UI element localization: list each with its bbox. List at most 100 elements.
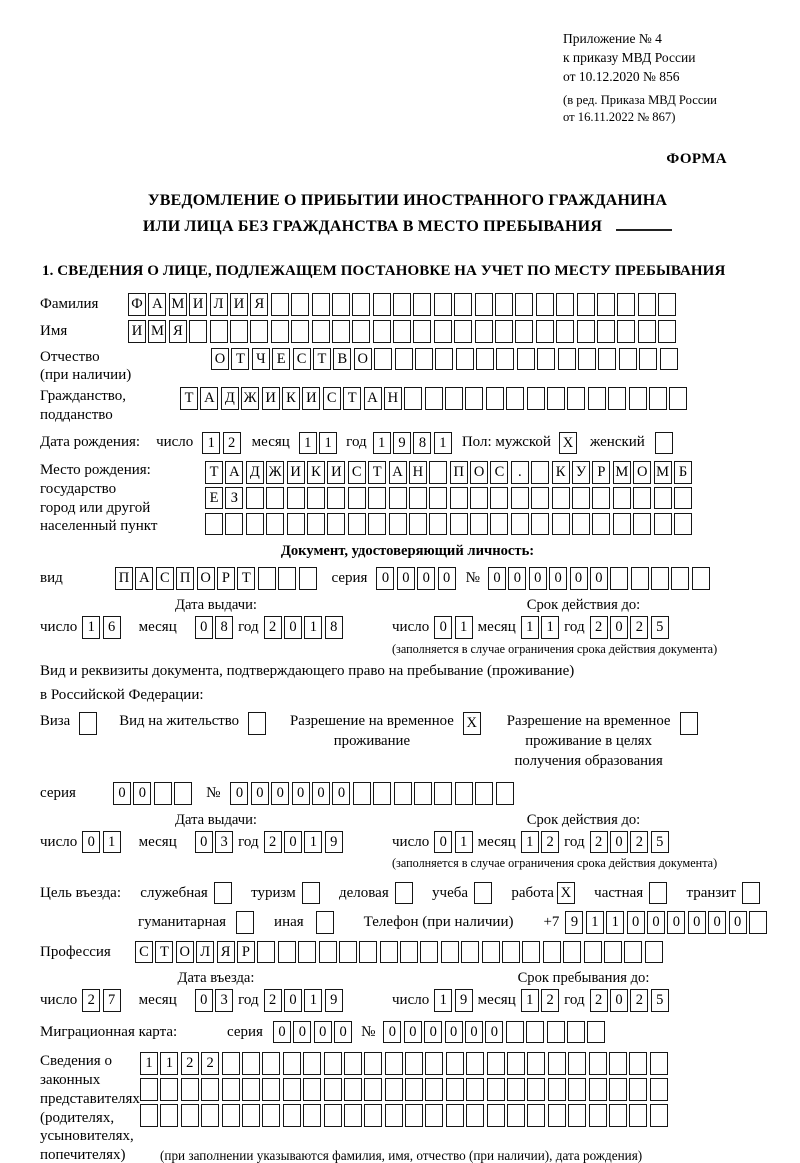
purpose-other-checkbox[interactable] <box>315 911 334 934</box>
section1-title: 1. СВЕДЕНИЯ О ЛИЦЕ, ПОДЛЕЖАЩЕМ ПОСТАНОВК… <box>42 262 726 279</box>
temp-permit-checkbox[interactable]: X <box>462 712 481 735</box>
order-reference-line: от 10.12.2020 № 856 <box>563 68 680 84</box>
purpose-option-other-label: иная <box>274 914 304 931</box>
year-label: год <box>238 618 259 635</box>
entry-purpose-row: Цель въезда: служебная туризм деловая уч… <box>40 881 760 905</box>
order-revision-line: (в ред. Приказа МВД России <box>563 92 717 107</box>
birthplace-field-row3[interactable] <box>205 512 692 536</box>
temp-permit-edu-checkbox[interactable] <box>679 712 698 735</box>
visa-label: Виза <box>40 713 71 730</box>
purpose-option-tourism: туризм <box>251 881 320 905</box>
sex-female-checkbox[interactable] <box>654 431 673 455</box>
entry-purpose-label: Цель въезда: <box>40 884 121 901</box>
page-title: УВЕДОМЛЕНИЕ О ПРИБЫТИИ ИНОСТРАННОГО ГРАЖ… <box>40 188 775 239</box>
purpose-transit-checkbox[interactable] <box>741 881 760 905</box>
purpose-tourism-checkbox[interactable] <box>301 881 320 905</box>
validity-note: (заполняется в случае ограничения срока … <box>392 856 718 871</box>
residence-doc-options: Виза Вид на жительство Разрешение на вре… <box>40 712 775 772</box>
purpose-option-work: работа X <box>511 881 575 905</box>
purpose-business-trip-checkbox[interactable] <box>213 881 232 905</box>
surname-label: Фамилия <box>40 296 99 313</box>
mig-series-label: серия <box>227 1023 263 1040</box>
purpose-private-checkbox[interactable] <box>649 881 668 905</box>
purpose-option-transit: транзит <box>686 881 760 905</box>
order-reference: Приложение № 4 к приказу МВД России от 1… <box>563 30 775 87</box>
purpose-commercial-checkbox[interactable] <box>394 881 413 905</box>
year-label: год <box>238 992 259 1009</box>
order-revision: (в ред. Приказа МВД России от 16.11.2022… <box>563 92 775 126</box>
purpose-option-commercial: деловая <box>339 881 413 905</box>
residence-permit-checkbox[interactable] <box>248 712 267 735</box>
purpose-option-business-trip: служебная <box>140 881 232 905</box>
purpose-work-checkbox[interactable]: X <box>556 881 575 905</box>
month-label: месяц <box>138 833 177 850</box>
year-label: год <box>238 833 259 850</box>
residence-doc-text1: Вид и реквизиты документа, подтверждающе… <box>40 662 575 679</box>
purpose-humanitarian-checkbox[interactable] <box>236 911 255 934</box>
title-blank-line[interactable] <box>616 218 673 232</box>
form-label: ФОРМА <box>666 150 727 167</box>
sex-male-label: Пол: мужской <box>461 434 551 451</box>
residence-permit-option: Вид на жительство <box>119 712 267 735</box>
year-label: год <box>346 434 367 451</box>
temp-permit-edu-option: Разрешение на временное проживание в цел… <box>507 712 698 772</box>
visa-checkbox[interactable] <box>79 712 98 735</box>
permit-issue-header: Дата выдачи: <box>175 811 257 828</box>
doc-series-label: серия <box>331 570 368 587</box>
legal-rep-field-row3[interactable] <box>140 1104 668 1127</box>
temp-permit-edu-label: Разрешение на временное проживание в цел… <box>506 713 671 770</box>
doc-number-label: № <box>465 570 480 587</box>
temp-permit-label: Разрешение на временное проживание <box>290 713 454 750</box>
purpose-study-checkbox[interactable] <box>474 881 493 905</box>
legal-representatives-block: Сведения о законных представителях (роди… <box>40 1052 775 1163</box>
legal-rep-field-row2[interactable] <box>140 1078 668 1101</box>
birthdate-label: Дата рождения: <box>40 434 141 451</box>
sex-male-checkbox[interactable]: X <box>558 431 577 455</box>
permit-series-label: серия <box>40 785 76 802</box>
